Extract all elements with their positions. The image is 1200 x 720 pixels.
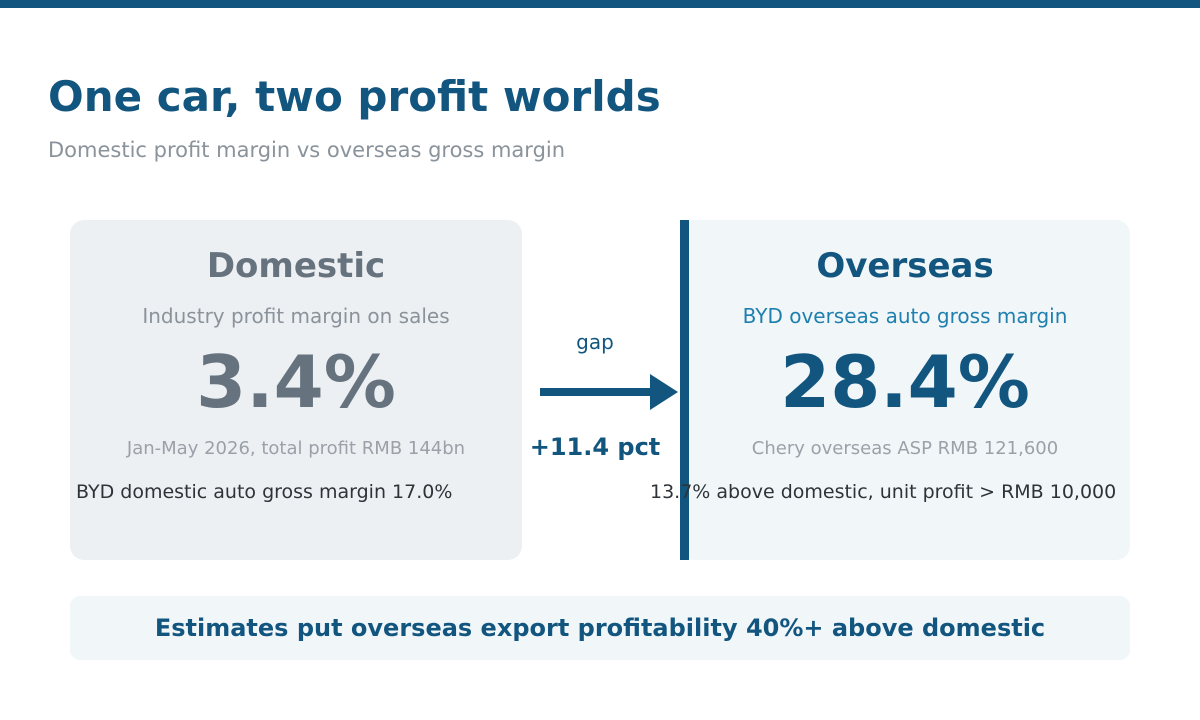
- gap-value: +11.4 pct: [529, 433, 661, 461]
- overseas-divider-bar: [680, 220, 689, 560]
- page-title: One car, two profit worlds: [48, 72, 661, 121]
- domestic-detail: BYD domestic auto gross margin 17.0%: [76, 481, 453, 503]
- overseas-metric-value: 28.4%: [780, 340, 1030, 424]
- domestic-heading: Domestic: [206, 246, 386, 286]
- domestic-panel: Domestic Industry profit margin on sales…: [70, 220, 522, 560]
- domestic-note: Jan-May 2026, total profit RMB 144bn: [126, 438, 466, 459]
- arrow-right-icon: [540, 374, 678, 410]
- gap-label: gap: [576, 330, 614, 354]
- summary-banner: Estimates put overseas export profitabil…: [70, 596, 1130, 660]
- domestic-metric-value: 3.4%: [196, 340, 396, 424]
- overseas-detail: 13.7% above domestic, unit profit > RMB …: [650, 481, 1117, 503]
- overseas-heading: Overseas: [816, 246, 994, 286]
- page-subtitle: Domestic profit margin vs overseas gross…: [48, 138, 566, 162]
- overseas-metric-label: BYD overseas auto gross margin: [742, 304, 1068, 328]
- overseas-panel: Overseas BYD overseas auto gross margin …: [680, 220, 1130, 560]
- domestic-metric-label: Industry profit margin on sales: [142, 304, 450, 328]
- overseas-note: Chery overseas ASP RMB 121,600: [751, 438, 1059, 459]
- top-accent-bar: [0, 0, 1200, 8]
- summary-banner-text: Estimates put overseas export profitabil…: [154, 614, 1046, 642]
